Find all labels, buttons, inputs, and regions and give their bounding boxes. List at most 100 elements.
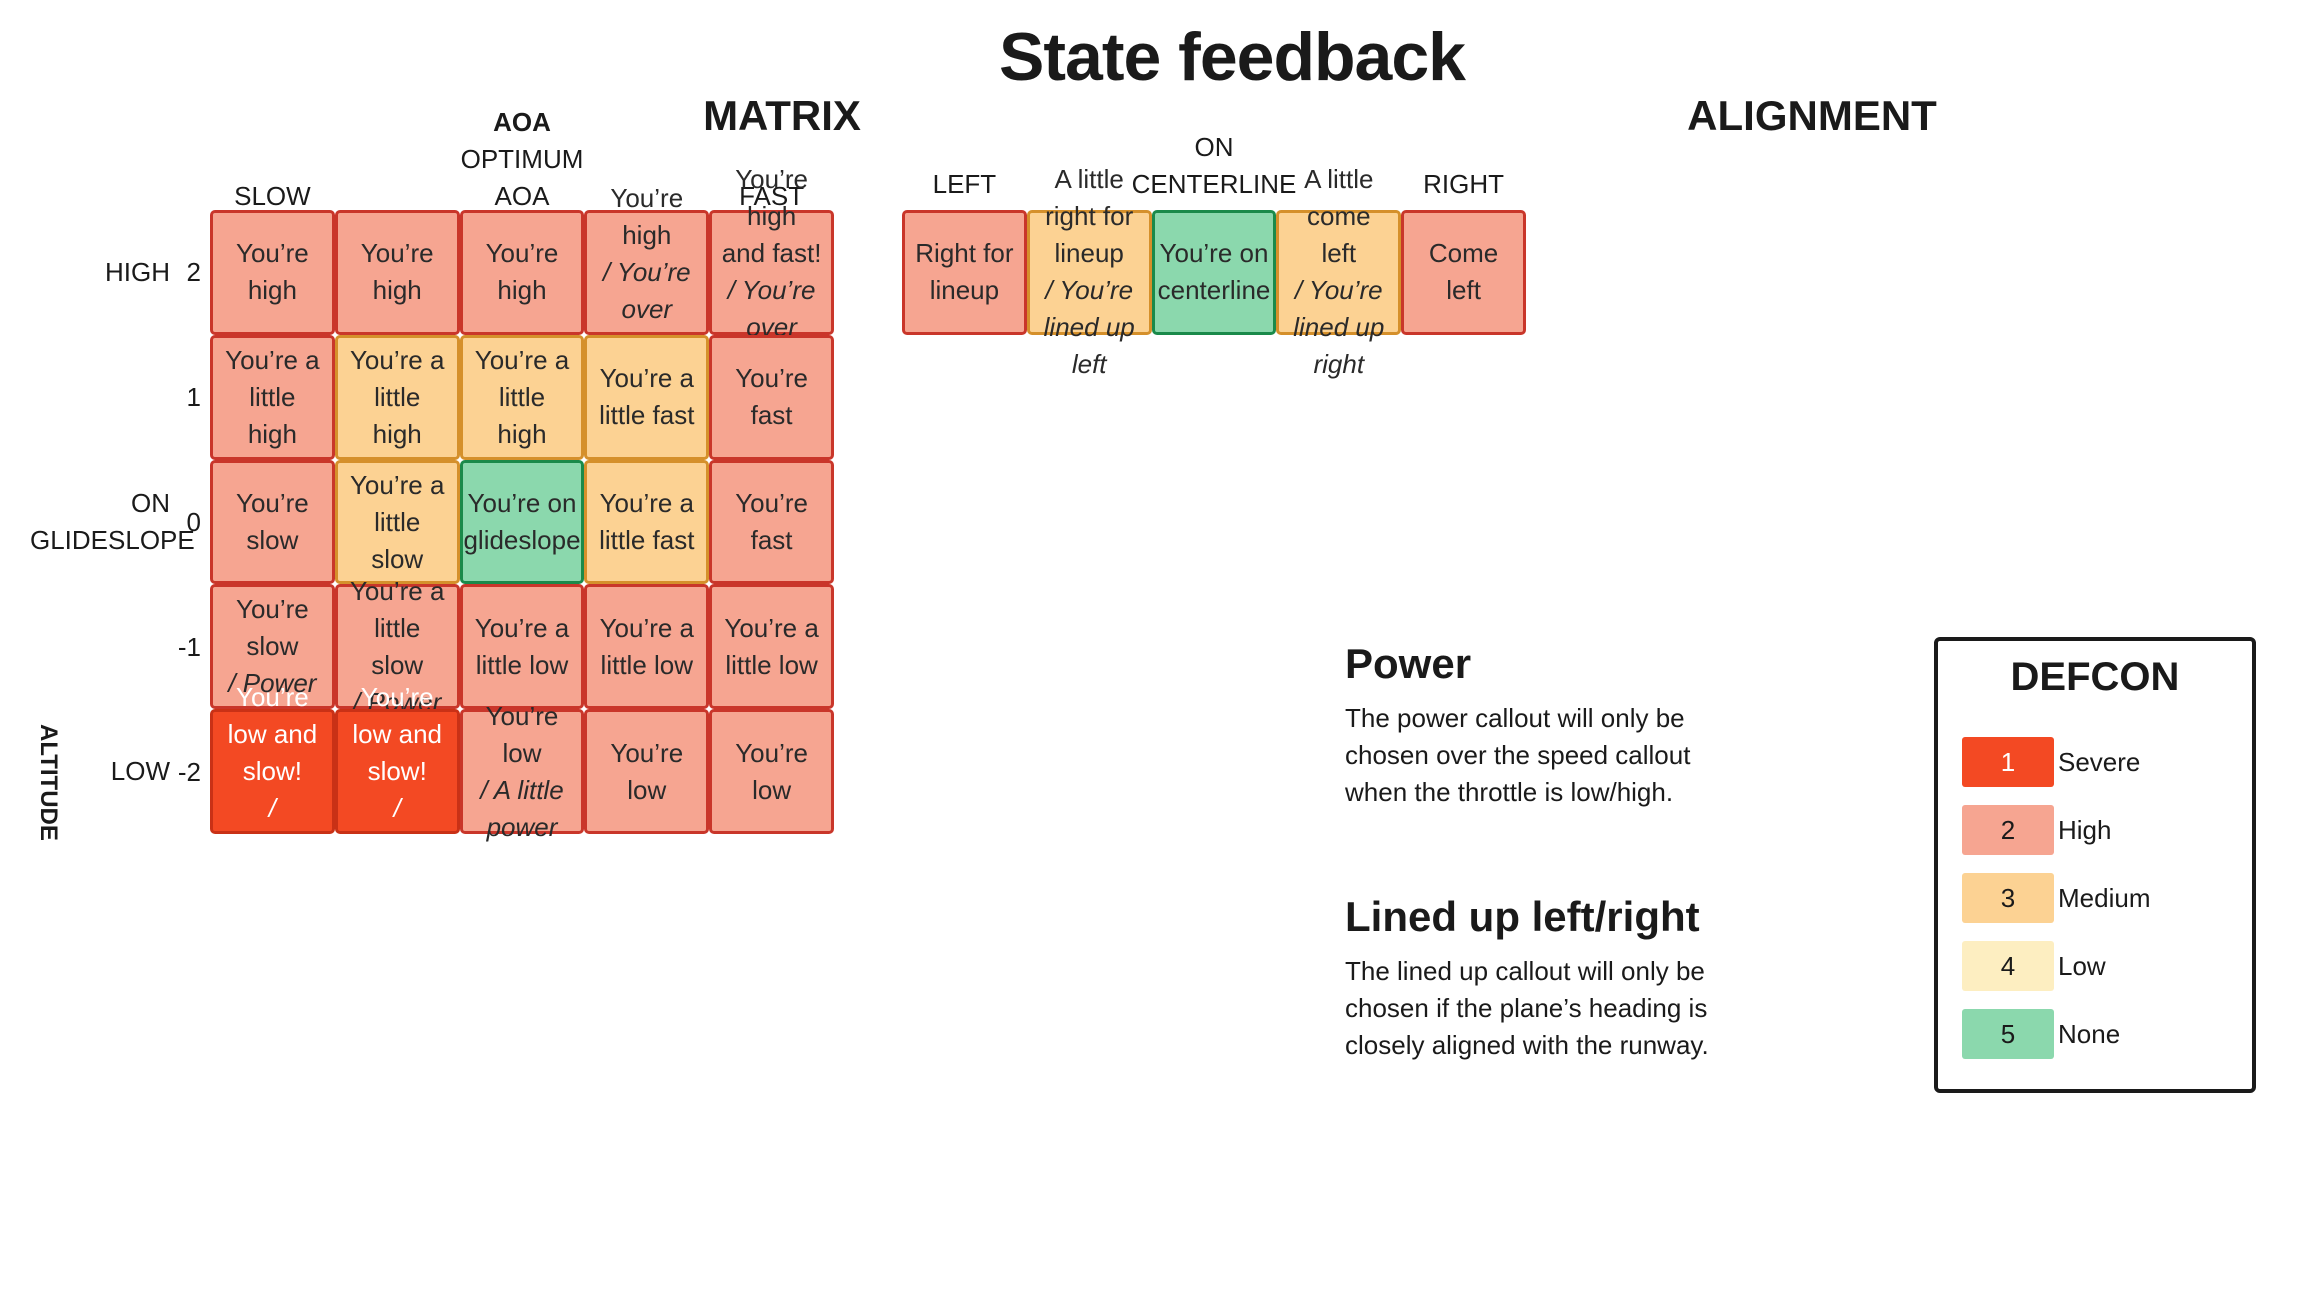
matrix-row-value: 1 xyxy=(186,382,201,413)
matrix-row-value: 0 xyxy=(186,507,201,537)
page-title: State feedback xyxy=(999,19,1466,95)
matrix-cell: You’re high and fast!/ You’re over power… xyxy=(709,164,834,379)
matrix-column-top: AOA xyxy=(493,107,551,137)
matrix-cell: You’re low and slow! / POWER! xyxy=(334,682,460,860)
defcon-swatch: 2 xyxy=(1962,805,2054,855)
defcon-label: Low xyxy=(2058,951,2106,981)
matrix-row-value: -2 xyxy=(177,756,201,787)
altitude-axis-label: ALTITUDE xyxy=(35,724,62,841)
defcon-swatch: 5 xyxy=(1962,1009,2054,1059)
matrix-cell: You’re low and slow! / POWER! xyxy=(210,682,335,860)
matrix-column-name: SLOW xyxy=(234,181,311,211)
alignment-heading: ALIGNMENT xyxy=(1687,92,1937,139)
alignment-column-top xyxy=(902,129,1027,166)
defcon-legend: DEFCON 1 Severe 2 High 3 Medium 4 Low 5 None xyxy=(1934,637,2256,1093)
matrix-column-top xyxy=(335,104,460,141)
cell-text: Right for lineup xyxy=(915,238,1014,306)
cell-text: Come left xyxy=(1428,238,1499,306)
matrix-cell: You’re a little high xyxy=(210,334,335,460)
defcon-label: Severe xyxy=(2058,747,2141,777)
matrix-column-name: AOA xyxy=(494,181,550,211)
matrix-row-name-line1: ON xyxy=(131,488,170,518)
alignment-cell: A little right for lineup / You’re lined … xyxy=(1026,164,1152,379)
alignment-column-top xyxy=(1401,129,1526,166)
cell-subtext: / POWER! xyxy=(344,793,450,861)
cell-text: You’re low and slow! xyxy=(352,682,442,787)
alignment-cell: A little come left / You’re lined up righ… xyxy=(1276,164,1402,379)
cell-text: You’re high xyxy=(360,238,434,306)
matrix-cell: You’re low xyxy=(584,709,710,834)
matrix-cell: You’re low / A little power xyxy=(459,701,585,842)
cell-text: You’re high xyxy=(610,182,684,250)
cell-subtext: / A little power xyxy=(480,774,564,842)
matrix-column-name: FAST xyxy=(739,181,805,211)
cell-subtext: / Power xyxy=(228,668,317,699)
matrix-cell: You’re high xyxy=(210,210,335,335)
matrix-cell: You’re a little fast xyxy=(584,334,710,460)
matrix-cell: You’re a little low xyxy=(459,584,585,710)
cell-text: A little come left xyxy=(1304,164,1374,269)
cell-text: You’re a little fast xyxy=(599,487,695,555)
matrix-cell: You’re high/ You’re over powered xyxy=(584,183,710,361)
matrix-cell: You’re fast xyxy=(709,334,834,460)
matrix-row-name: LOW xyxy=(30,753,170,790)
defcon-label: High xyxy=(2058,815,2112,845)
cell-text: You’re high xyxy=(485,238,559,306)
cell-text: You’re a little fast xyxy=(599,363,695,431)
matrix-cell: You’re on glideslope xyxy=(459,459,585,585)
cell-text: You’re on glideslope xyxy=(463,487,581,555)
matrix-cell: You’re slow / Power xyxy=(210,584,335,710)
cell-text: You’re a little low xyxy=(599,612,695,680)
defcon-label: None xyxy=(2058,1019,2121,1049)
defcon-swatch: 3 xyxy=(1962,873,2054,923)
alignment-column-name: RIGHT xyxy=(1423,169,1505,199)
matrix-column-mid xyxy=(584,141,709,178)
matrix-cell: You’re a little low xyxy=(709,584,834,710)
defcon-swatch: 1 xyxy=(1962,737,2054,787)
defcon-title: DEFCON xyxy=(2010,655,2180,699)
matrix-cell: You’re slow xyxy=(210,459,335,585)
matrix-heading: MATRIX xyxy=(703,92,861,139)
cell-text: You’re fast xyxy=(735,487,808,555)
matrix-cell: You’re high xyxy=(459,210,585,335)
alignment-cell: You’re on centerline xyxy=(1151,210,1277,335)
defcon-label: Medium xyxy=(2058,883,2151,913)
alignment-column-name: CENTERLINE xyxy=(1131,169,1297,199)
defcon-swatch: 4 xyxy=(1962,941,2054,991)
cell-text: You’re a little low xyxy=(474,612,570,680)
cell-text: You’re low xyxy=(485,700,559,768)
matrix-column-top xyxy=(584,104,709,141)
matrix-column-mid xyxy=(210,141,335,178)
cell-text: You’re a little high xyxy=(349,344,445,449)
lined-up-note-title: Lined up left/right xyxy=(1345,893,1700,940)
matrix-cell: You’re a little fast xyxy=(584,459,710,585)
cell-text: You’re high xyxy=(236,238,309,306)
cell-text: A little right for lineup xyxy=(1045,164,1134,269)
cell-text: You’re slow xyxy=(236,487,309,555)
cell-text: You’re a little high xyxy=(225,344,320,449)
power-note-title: Power xyxy=(1345,640,1472,687)
matrix-cell: You’re fast xyxy=(709,459,834,585)
matrix-column-top xyxy=(210,104,335,141)
matrix-column-mid: OPTIMUM xyxy=(460,144,584,174)
cell-text: You’re a little high xyxy=(474,344,570,449)
cell-text: You’re slow xyxy=(236,594,309,662)
matrix-cell: You’re a little slow xyxy=(334,459,460,585)
matrix-row-value: 2 xyxy=(186,257,201,288)
matrix-row-value: -1 xyxy=(177,631,201,662)
cell-subtext: / You’re lined up right xyxy=(1293,275,1385,380)
cell-subtext: / You’re lined up left xyxy=(1043,275,1135,380)
cell-text: You’re a little low xyxy=(724,612,819,680)
cell-text: You’re high and fast! xyxy=(721,164,822,269)
matrix-cell: You’re a little slow / Power xyxy=(334,576,460,717)
cell-text: You’re on centerline xyxy=(1157,238,1271,306)
matrix-cell: You’re low xyxy=(709,709,834,834)
cell-text: You’re low xyxy=(610,737,684,805)
matrix-cell: You’re high xyxy=(334,210,460,335)
matrix-cell: You’re a little high xyxy=(334,334,460,460)
matrix-row-name-line2: GLIDESLOPE xyxy=(30,525,195,555)
lined-up-note-text: The lined up callout will only be chosen… xyxy=(1345,956,1709,1060)
cell-text: You’re low xyxy=(735,737,808,805)
matrix-cell: You’re a little high xyxy=(459,334,585,460)
matrix-row-name-line1: LOW xyxy=(110,756,170,787)
